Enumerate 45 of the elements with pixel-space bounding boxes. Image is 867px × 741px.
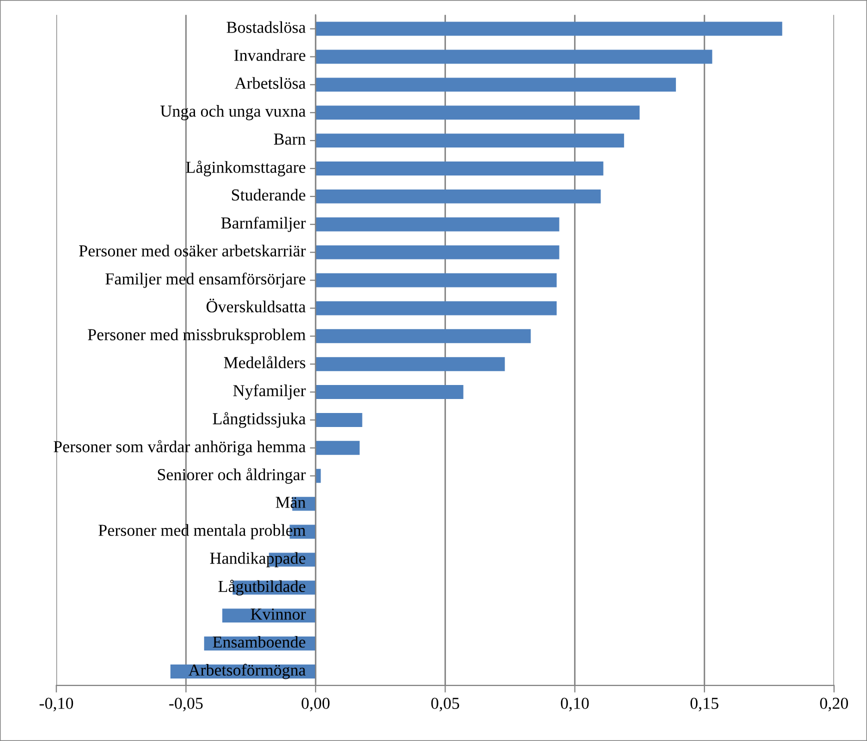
x-tick-label: -0,10 bbox=[40, 698, 74, 712]
x-tick-label: -0,05 bbox=[169, 698, 203, 712]
y-tick-label: Unga och unga vuxna bbox=[160, 105, 306, 120]
bar bbox=[316, 162, 604, 176]
y-tick-label: Personer med osäker arbetskarriär bbox=[79, 244, 306, 256]
bar bbox=[316, 385, 464, 400]
bar bbox=[316, 412, 362, 427]
x-tick-label: 0,05 bbox=[431, 698, 460, 712]
y-tick-label: Personer med missbruksproblem bbox=[88, 328, 306, 344]
bar bbox=[316, 78, 676, 92]
y-tick-label: Nyfamiljer bbox=[233, 384, 306, 400]
bar bbox=[316, 329, 531, 344]
y-tick-label: Bostadslösa bbox=[226, 21, 306, 33]
y-tick-label: Kvinnor bbox=[250, 608, 306, 620]
y-tick-label: Barnfamiljer bbox=[221, 216, 306, 232]
y-tick-label: Studerande bbox=[232, 188, 306, 201]
x-tick-label: 0,15 bbox=[690, 698, 718, 712]
bar bbox=[316, 217, 560, 232]
bar bbox=[316, 50, 712, 64]
y-tick-label: Familjer med ensamförsörjare bbox=[105, 272, 306, 288]
bar bbox=[316, 468, 321, 483]
y-tick-label: Medelålders bbox=[224, 356, 306, 368]
bar bbox=[316, 273, 557, 288]
bar bbox=[316, 440, 360, 455]
y-tick-label: Barn bbox=[274, 134, 306, 145]
x-tick-label: 0,20 bbox=[820, 698, 848, 712]
bar bbox=[316, 357, 505, 372]
y-tick-label: Överskuldsatta bbox=[206, 298, 306, 312]
y-tick-label: Arbetslösa bbox=[234, 77, 306, 89]
bar bbox=[316, 301, 557, 316]
y-tick-label: Ensamboende bbox=[212, 636, 306, 648]
y-tick-label: Låginkomsttagare bbox=[186, 160, 306, 176]
y-tick-label: Personer som vårdar anhöriga hemma bbox=[54, 440, 306, 456]
bar bbox=[316, 245, 560, 260]
x-tick-label: 0,10 bbox=[560, 698, 589, 712]
x-tick-label: 0,00 bbox=[302, 698, 330, 712]
bar bbox=[316, 134, 624, 148]
y-tick-label: Långtidssjuka bbox=[212, 412, 306, 428]
bar bbox=[316, 22, 782, 36]
bar bbox=[316, 106, 640, 120]
y-tick-label: Seniorer och åldringar bbox=[158, 468, 306, 484]
y-tick-label: Invandrare bbox=[234, 49, 306, 61]
bar bbox=[316, 189, 601, 204]
y-tick-label: Arbetsoförmögna bbox=[188, 664, 306, 680]
bar bbox=[222, 608, 316, 623]
